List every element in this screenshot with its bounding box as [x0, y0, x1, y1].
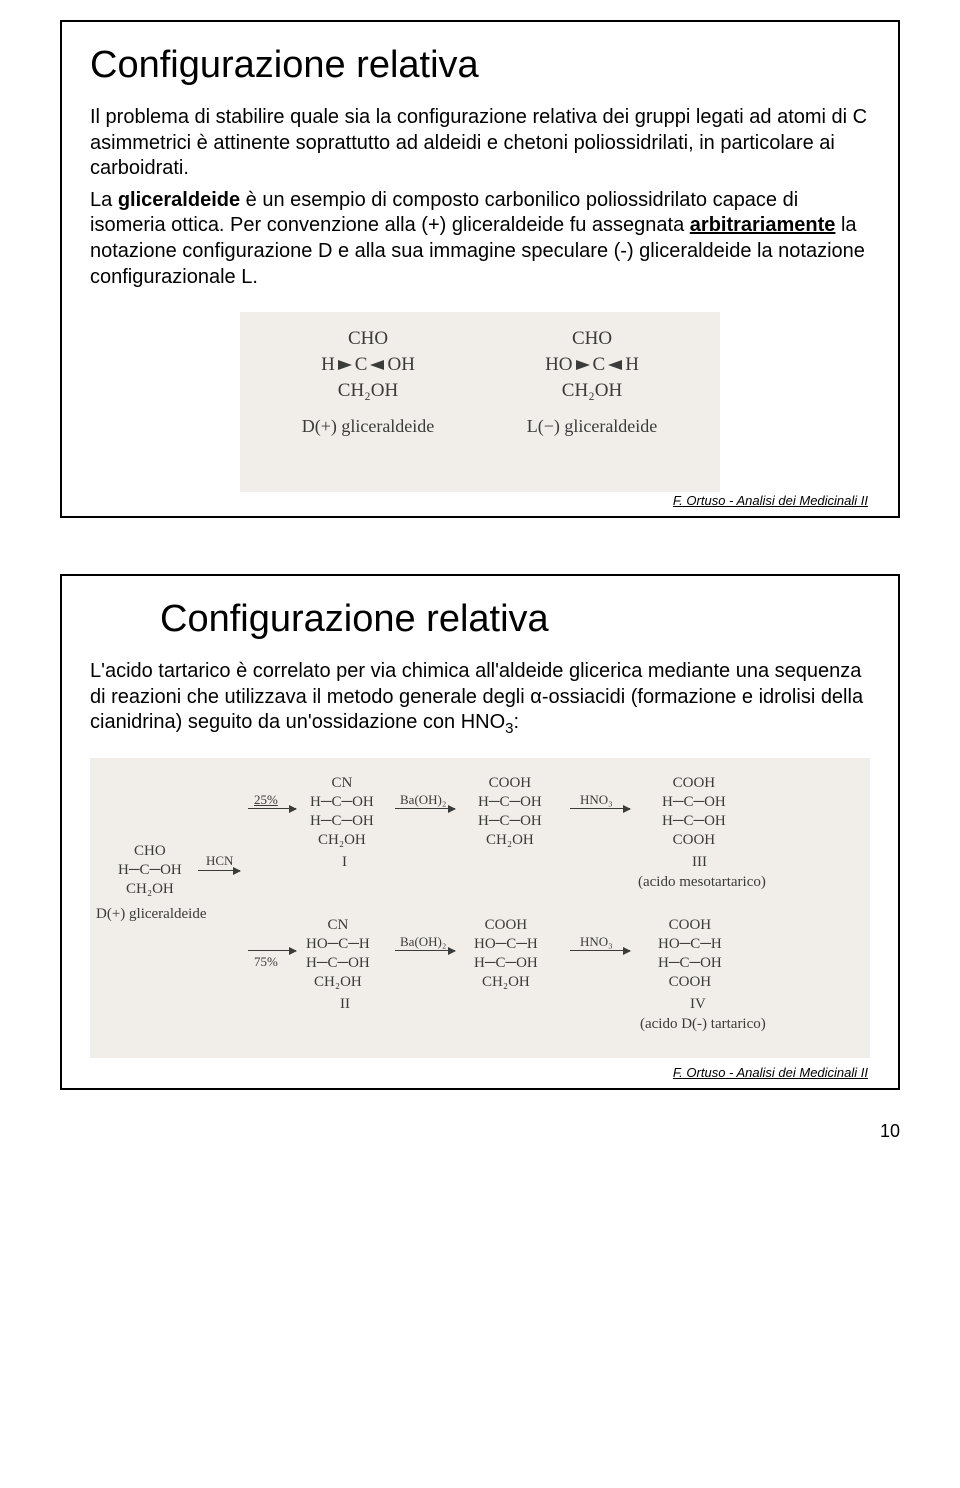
l1: COOH — [658, 916, 722, 935]
lbl-25: 25% — [254, 792, 278, 808]
node-IIIa: COOH H─C─OH H─C─OH CH₂OH — [478, 774, 542, 850]
cap-start: D(+) gliceraldeide — [96, 906, 207, 923]
cho: CHO — [492, 326, 692, 352]
l4: COOH — [662, 831, 726, 850]
node-II: CN HO─C─H H─C─OH CH₂OH — [306, 916, 370, 992]
l4: COOH — [658, 973, 722, 992]
wedge-left-icon — [608, 360, 622, 370]
l3: H─C─OH — [478, 812, 542, 831]
cho: CHO — [268, 326, 468, 352]
l2: HO─C─H — [474, 935, 538, 954]
slide2-para: L'acido tartarico è correlato per via ch… — [90, 659, 870, 736]
node-start: CHO H─C─OH CH₂OH — [118, 842, 182, 899]
l4: CH₂OH — [310, 831, 374, 850]
cap-IV: IV — [690, 996, 706, 1013]
sub-3: 3 — [505, 720, 513, 737]
slide-1: Configurazione relativa Il problema di s… — [60, 20, 900, 518]
l1: COOH — [478, 774, 542, 793]
lbl-hno3-bot: HNO₃ — [580, 934, 613, 950]
l1: CN — [306, 916, 370, 935]
c: C — [355, 352, 368, 378]
cap-III: III — [692, 854, 707, 871]
slide2-title: Configurazione relativa — [160, 598, 870, 641]
slide1-footer: F. Ortuso - Analisi dei Medicinali II — [673, 493, 868, 508]
ho: HO — [545, 352, 572, 378]
node-IV: COOH HO─C─H H─C─OH COOH — [658, 916, 722, 992]
l3: H─C─OH — [306, 954, 370, 973]
d-glyceraldehyde: CHO H C OH CH₂OH D(+) gliceraldeide — [268, 326, 468, 437]
arrow-hno3-bot — [570, 950, 630, 951]
arrow-baoh2-top — [395, 808, 455, 809]
arrow-hcn — [198, 870, 240, 871]
l2: HO─C─H — [306, 935, 370, 954]
lbl-hno3-top: HNO₃ — [580, 792, 613, 808]
label-d: D(+) gliceraldeide — [268, 416, 468, 437]
lbl-75: 75% — [254, 954, 278, 970]
slide1-title: Configurazione relativa — [90, 44, 870, 87]
l3: CH₂OH — [118, 880, 182, 899]
l4: CH₂OH — [474, 973, 538, 992]
ch2oh: CH₂OH — [268, 378, 468, 404]
c: C — [593, 352, 606, 378]
bold-underline-arbitrariamente: arbitrariamente — [690, 214, 836, 236]
l2: HO─C─H — [658, 935, 722, 954]
wedge-right-icon — [338, 360, 352, 370]
node-I: CN H─C─OH H─C─OH CH₂OH — [310, 774, 374, 850]
l3: H─C─OH — [310, 812, 374, 831]
cap-I: I — [342, 854, 347, 871]
l1: CN — [310, 774, 374, 793]
slide-2: Configurazione relativa L'acido tartaric… — [60, 574, 900, 1090]
slide1-para2: La gliceraldeide è un esempio di compost… — [90, 188, 870, 290]
l2: H─C─OH — [478, 793, 542, 812]
l3: H─C─OH — [474, 954, 538, 973]
text: : — [514, 711, 520, 733]
ch2oh: CH₂OH — [492, 378, 692, 404]
h: H — [625, 352, 639, 378]
cap-II: II — [340, 996, 350, 1013]
l3: H─C─OH — [658, 954, 722, 973]
page-number: 10 — [880, 1121, 900, 1142]
arrow-25 — [248, 808, 296, 809]
lbl-baoh2-top: Ba(OH)₂ — [400, 792, 446, 808]
l2: H─C─OH — [310, 793, 374, 812]
l-glyceraldehyde: CHO HO C H CH₂OH L(−) gliceraldeide — [492, 326, 692, 437]
l2: H─C─OH — [118, 861, 182, 880]
bold-gliceraldeide: gliceraldeide — [118, 189, 240, 211]
lbl-baoh2-bot: Ba(OH)₂ — [400, 934, 446, 950]
oh: OH — [387, 352, 414, 378]
l1: COOH — [662, 774, 726, 793]
l4: CH₂OH — [306, 973, 370, 992]
chem-figure-glyceraldehyde: CHO H C OH CH₂OH D(+) gliceraldeide CHO … — [240, 312, 720, 492]
l2: H─C─OH — [662, 793, 726, 812]
arrow-hno3-top — [570, 808, 630, 809]
lbl-hcn: HCN — [206, 853, 233, 869]
node-IVa: COOH HO─C─H H─C─OH CH₂OH — [474, 916, 538, 992]
wedge-left-icon — [370, 360, 384, 370]
l3: H─C─OH — [662, 812, 726, 831]
l4: CH₂OH — [478, 831, 542, 850]
cap-III-2: (acido mesotartarico) — [638, 874, 766, 891]
label-l: L(−) gliceraldeide — [492, 416, 692, 437]
l1: COOH — [474, 916, 538, 935]
cap-IV-2: (acido D(-) tartarico) — [640, 1016, 766, 1033]
fischer-row: HO C H — [492, 352, 692, 378]
page: Configurazione relativa Il problema di s… — [0, 0, 960, 1150]
l1: CHO — [118, 842, 182, 861]
slide2-footer: F. Ortuso - Analisi dei Medicinali II — [673, 1065, 868, 1080]
node-III: COOH H─C─OH H─C─OH COOH — [662, 774, 726, 850]
text: La — [90, 189, 118, 211]
arrow-75 — [248, 950, 296, 951]
slide1-para1: Il problema di stabilire quale sia la co… — [90, 105, 870, 182]
fischer-row: H C OH — [268, 352, 468, 378]
wedge-right-icon — [576, 360, 590, 370]
arrow-baoh2-bot — [395, 950, 455, 951]
chem-figure-tartaric: CHO H─C─OH CH₂OH D(+) gliceraldeide HCN … — [90, 758, 870, 1058]
h: H — [321, 352, 335, 378]
